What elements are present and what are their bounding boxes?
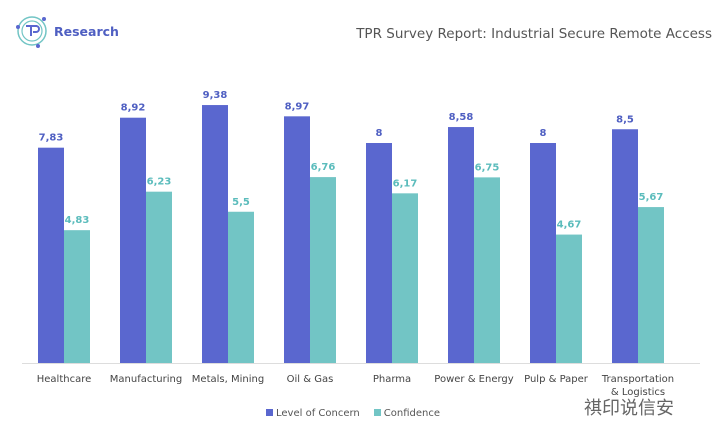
legend-item-concern: Level of Concern <box>266 408 360 419</box>
category-label: & Logistics <box>611 387 665 398</box>
category-label: Pharma <box>373 374 411 385</box>
logo: Research <box>14 13 119 49</box>
data-label: 5,5 <box>232 197 250 208</box>
data-label: 6,17 <box>393 178 418 189</box>
bar <box>638 207 664 363</box>
bar <box>474 177 500 363</box>
bar <box>310 177 336 363</box>
bar <box>38 147 64 363</box>
chart-title: TPR Survey Report: Industrial Secure Rem… <box>356 26 712 42</box>
data-label: 8,5 <box>616 114 634 125</box>
bar <box>448 127 474 363</box>
bar <box>146 191 172 363</box>
bar <box>120 117 146 363</box>
bar <box>366 143 392 363</box>
data-label: 8 <box>540 128 547 139</box>
category-label: Metals, Mining <box>192 374 264 385</box>
category-label: Oil & Gas <box>287 374 334 385</box>
category-label: Pulp & Paper <box>524 374 589 385</box>
category-label: Healthcare <box>37 374 92 385</box>
data-label: 8,58 <box>449 112 474 123</box>
data-label: 4,83 <box>65 215 90 226</box>
legend-swatch <box>266 409 273 416</box>
legend-label: Confidence <box>383 408 440 419</box>
bar <box>556 234 582 363</box>
data-label: 6,76 <box>311 162 336 173</box>
tpr-logo-icon <box>16 16 47 48</box>
data-label: 7,83 <box>39 133 64 144</box>
legend: Level of Concern Confidence <box>266 408 440 419</box>
data-label: 6,75 <box>475 162 500 173</box>
legend-item-confidence: Confidence <box>373 408 440 419</box>
category-label: Manufacturing <box>110 374 182 385</box>
legend-swatch <box>373 409 381 416</box>
data-label: 9,38 <box>203 90 228 101</box>
data-label: 5,67 <box>639 192 664 203</box>
data-label: 8,97 <box>285 101 310 112</box>
category-label: Transportation <box>601 374 674 385</box>
bar <box>530 143 556 363</box>
data-label: 4,67 <box>557 220 582 231</box>
data-label: 8,92 <box>121 103 146 114</box>
bar <box>64 230 90 363</box>
bar <box>284 116 310 363</box>
watermark: 祺印说信安 <box>584 398 674 419</box>
category-label: Power & Energy <box>434 374 513 385</box>
data-label: 6,23 <box>147 177 172 188</box>
bar <box>612 129 638 363</box>
legend-label: Level of Concern <box>276 408 360 419</box>
logo-text: Research <box>54 23 119 39</box>
bar <box>392 193 418 363</box>
bar <box>228 211 254 363</box>
data-label: 8 <box>376 128 383 139</box>
bar <box>202 105 228 364</box>
